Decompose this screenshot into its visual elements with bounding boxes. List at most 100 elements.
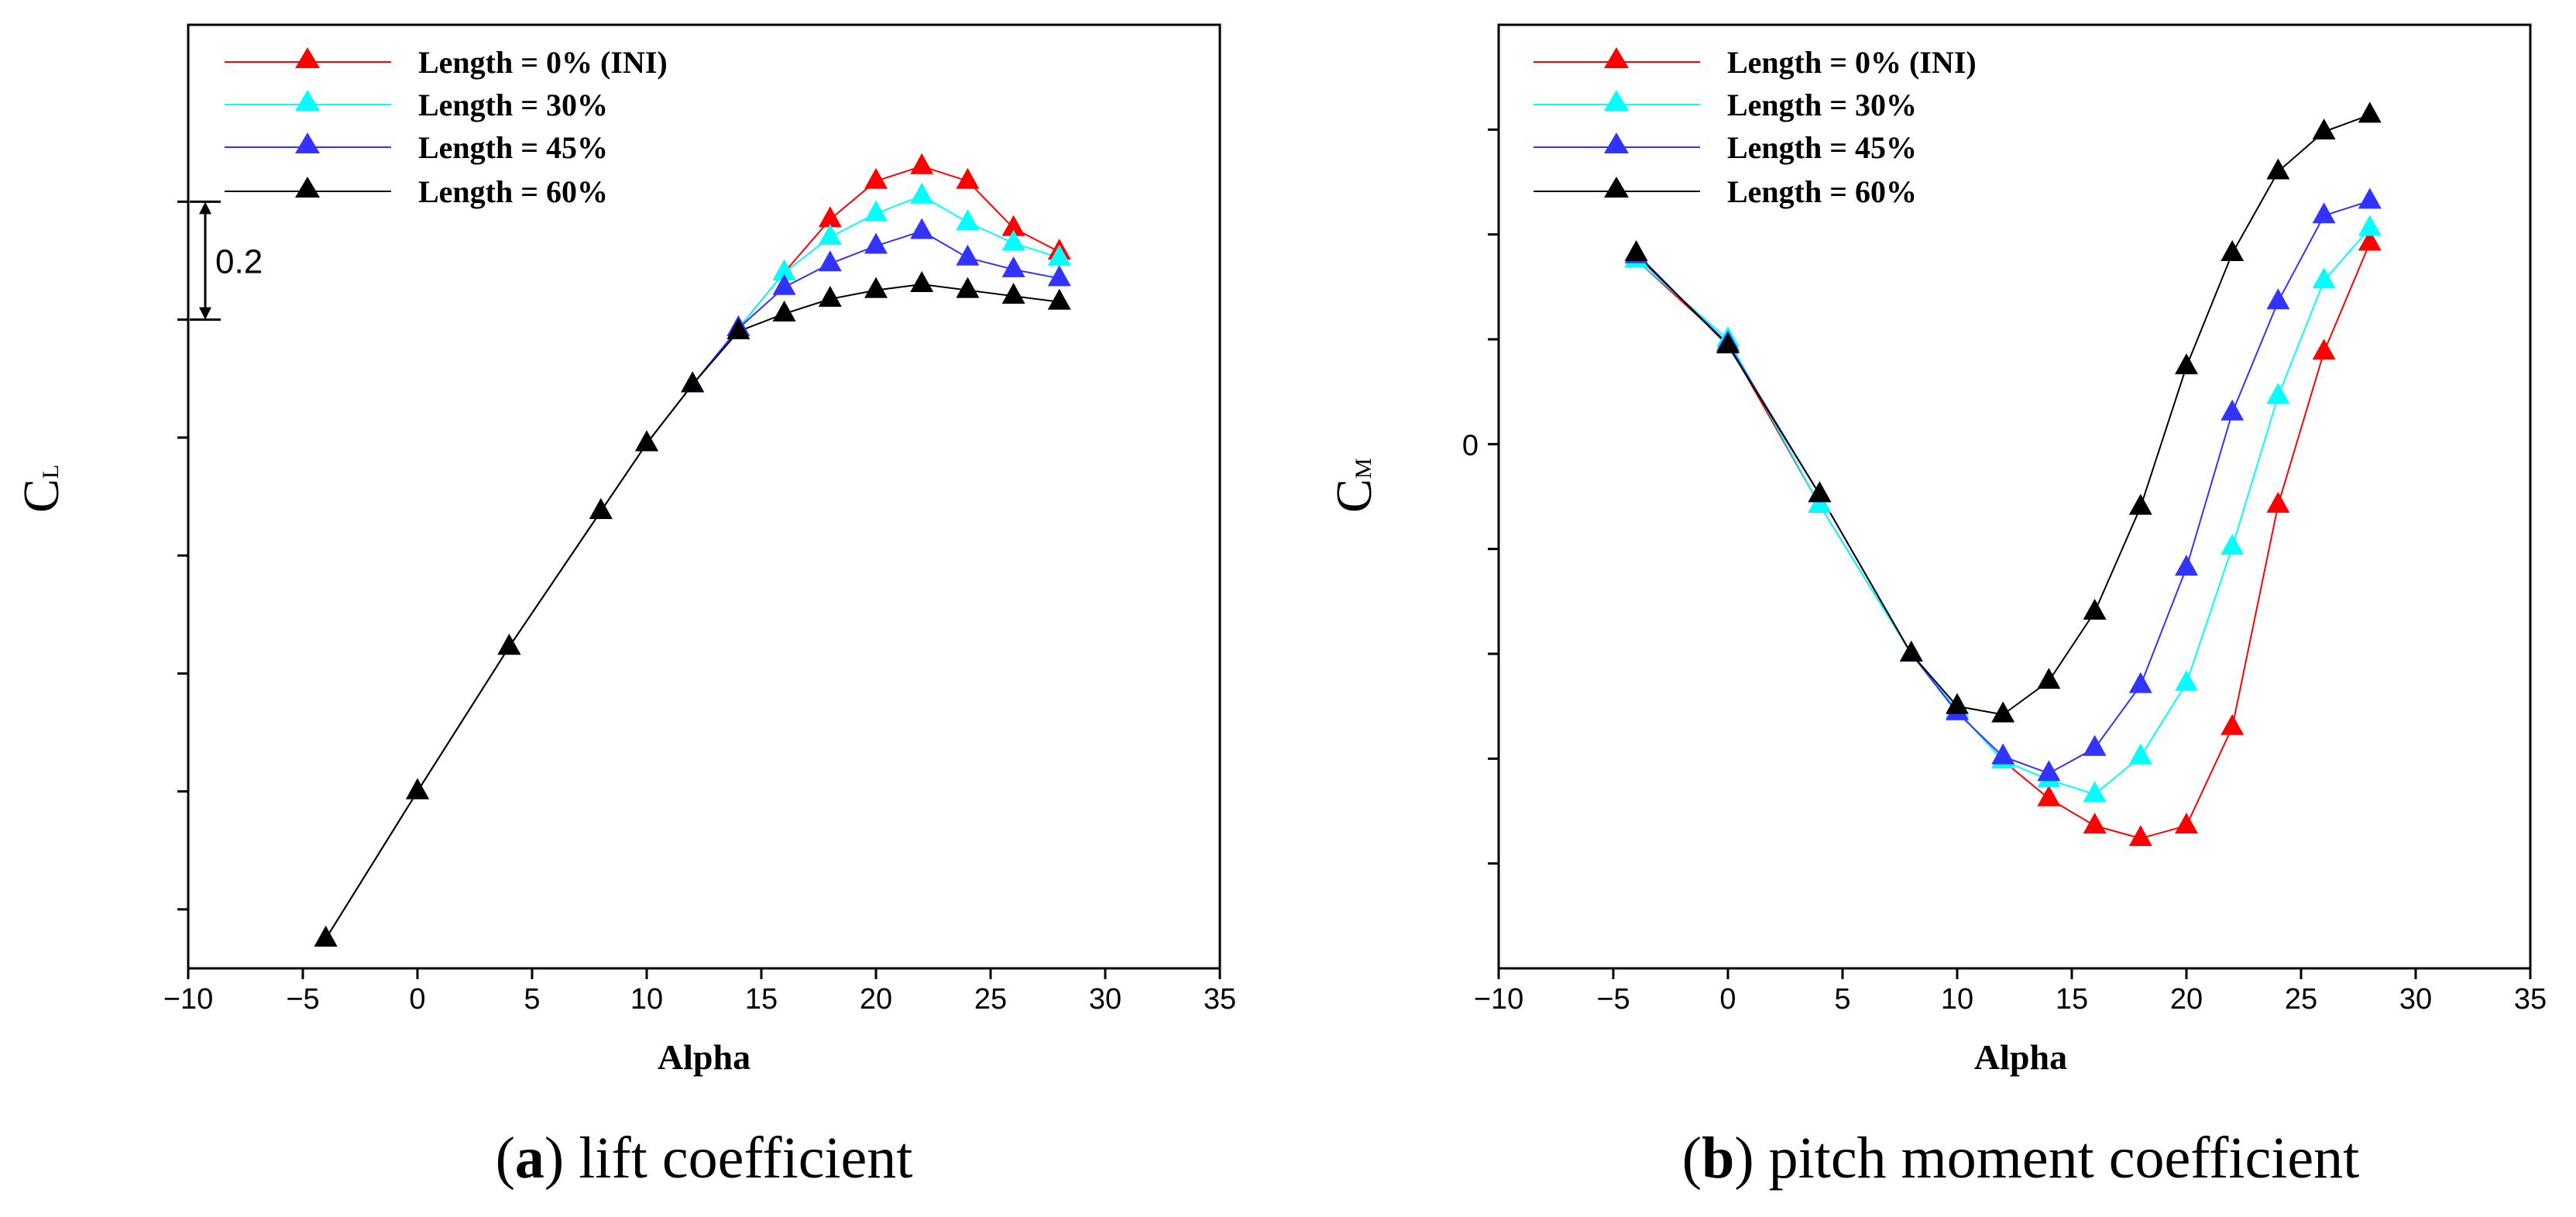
panel-b-x-tick-label-4: 10 xyxy=(1941,983,1973,1016)
panel-a-legend-entry-1: Length = 30% xyxy=(225,88,608,122)
panel-b-series-1-point-7 xyxy=(2083,781,2107,803)
panel-b-legend-label-3: Length = 60% xyxy=(1727,174,1917,209)
panel-b-series-2-point-6 xyxy=(2037,760,2061,782)
panel-a-legend-label-3: Length = 60% xyxy=(418,174,608,209)
panel-a-x-tick-label-5: 15 xyxy=(745,983,778,1016)
panel-b-caption-label: b xyxy=(1702,1126,1734,1191)
panel-a-x-tick-label-6: 20 xyxy=(860,983,892,1016)
panel-a-series-3-point-10 xyxy=(910,270,934,292)
panel-a-series-0-point-9 xyxy=(864,167,888,189)
panel-a-x-tick-label-1: −5 xyxy=(286,983,319,1016)
panel-a-series-3-point-2 xyxy=(497,634,521,655)
panel-b-x-tick-label-2: 0 xyxy=(1719,983,1736,1016)
panel-b-ylabel-sub: M xyxy=(1351,458,1376,479)
panel-b-legend-entry-2: Length = 45% xyxy=(1534,130,1917,165)
panel-a-series-0-point-8 xyxy=(818,206,842,228)
panel-b-series-2-point-5 xyxy=(1991,743,2015,765)
panel-b-x-tick-label-9: 35 xyxy=(2514,983,2547,1016)
panel-b-legend-label-1: Length = 30% xyxy=(1727,88,1917,122)
panel-a-ylabel-sub: L xyxy=(38,465,64,479)
panel-a-series-3-point-9 xyxy=(864,277,888,298)
panel-a-legend-entry-0: Length = 0% (INI) xyxy=(225,45,668,80)
panel-b-series-0-point-11 xyxy=(2266,491,2290,513)
panel-b-x-axis-title: Alpha xyxy=(1974,1037,2067,1077)
panel-a-plot-marks: −10 −5 0 5 10 15 20 25 30 35 xyxy=(163,153,1236,1016)
panel-b-legend-entry-3: Length = 60% xyxy=(1534,174,1917,209)
panel-a-series-3-point-5 xyxy=(681,371,705,393)
panel-b-x-tick-label-1: −5 xyxy=(1596,983,1630,1016)
panel-b-y-tick-label-0: 0 xyxy=(1462,429,1479,462)
panel-b-series-1-line xyxy=(1635,227,2371,796)
panel-b-series-2-point-13 xyxy=(2358,187,2382,209)
panel-b-x-tick-label-0: −10 xyxy=(1474,983,1523,1016)
panel-b-series-3-point-3 xyxy=(1899,641,1923,662)
panel-a-series-1-point-9 xyxy=(864,200,888,222)
panel-b-series-2-point-11 xyxy=(2266,288,2290,310)
panel-b-series-3-point-8 xyxy=(2128,493,2152,515)
panel-b-series-3-point-11 xyxy=(2266,158,2290,180)
panel-b-series-3-point-0 xyxy=(1624,240,1648,262)
panel-b-x-tick-label-7: 25 xyxy=(2285,983,2317,1016)
panel-a-series-3-point-4 xyxy=(635,430,658,452)
panel-a-series-3-point-3 xyxy=(589,498,613,520)
panel-b-legend-entry-0: Length = 0% (INI) xyxy=(1534,45,1977,80)
panel-b-series-0-point-10 xyxy=(2221,713,2245,735)
panel-a-y-axis-label: C L xyxy=(13,465,70,513)
panel-a-series-2-point-13 xyxy=(1047,265,1071,287)
panel-b-series-1-point-11 xyxy=(2266,383,2290,404)
panel-b-series-3-point-10 xyxy=(2221,240,2245,262)
panel-b-plot-marks: −10 −5 0 5 10 15 20 25 30 35 0 xyxy=(1462,101,2547,1016)
panel-b-legend: Length = 0% (INI) Length = 30% Length = … xyxy=(1534,45,1977,209)
panel-b-x-tick-label-8: 30 xyxy=(2399,983,2432,1016)
panel-a-caption-label: a xyxy=(515,1126,544,1191)
panel-b-series-2-point-12 xyxy=(2312,202,2336,224)
panel-b-series-1-point-13 xyxy=(2358,215,2382,236)
panel-b-series-3-point-6 xyxy=(2037,668,2061,689)
panel-b-series-1-point-9 xyxy=(2175,669,2198,691)
panel-a-scale-bar-label: 0.2 xyxy=(215,243,263,281)
panel-b-series-2-point-7 xyxy=(2083,734,2107,756)
panel-a-caption-text: lift coefficient xyxy=(579,1126,912,1191)
panel-b-x-tick-label-3: 5 xyxy=(1834,983,1850,1016)
panel-a-series-2-point-10 xyxy=(910,218,934,239)
panel-a-ylabel-main: C xyxy=(13,479,70,513)
panel-a-x-axis-title: Alpha xyxy=(658,1037,750,1077)
panel-a-series-3-point-12 xyxy=(1001,283,1025,304)
panel-a-series-1-point-11 xyxy=(956,209,980,231)
panel-a-series-2-point-9 xyxy=(864,232,888,254)
panel-b-series-0-point-7 xyxy=(2083,812,2107,834)
panel-a-series-3-point-13 xyxy=(1047,288,1071,310)
panel-b-y-axis-label: C M xyxy=(1326,458,1382,513)
panel-b-legend-label-2: Length = 45% xyxy=(1727,130,1917,165)
panel-a-legend-entry-2: Length = 45% xyxy=(225,130,608,165)
panel-b-plot-frame xyxy=(1497,23,2532,970)
panel-a-series-0-point-12 xyxy=(1001,215,1025,236)
panel-b-caption-text: pitch moment coefficient xyxy=(1769,1126,2360,1191)
panel-b-series-1-point-2 xyxy=(1808,491,1832,513)
panel-b-series-0-point-13 xyxy=(2358,229,2382,251)
panel-a-series-0-point-10 xyxy=(910,153,934,174)
panel-a-x-tick-label-8: 30 xyxy=(1089,983,1121,1016)
panel-a-series-2-point-7 xyxy=(772,273,796,295)
panel-a-legend-label-1: Length = 30% xyxy=(418,88,608,122)
panel-a-x-tick-label-0: −10 xyxy=(163,983,213,1016)
panel-b-series-1-point-8 xyxy=(2128,743,2152,765)
panel-a-scale-bar: 0.2 xyxy=(190,200,263,321)
panel-a-series-2-point-12 xyxy=(1001,256,1025,277)
panel-b-series-3-point-13 xyxy=(2358,101,2382,123)
panel-a-series-2-point-8 xyxy=(818,250,842,272)
panel-b-series-3-point-1 xyxy=(1716,332,1740,354)
panel-b-legend-label-0: Length = 0% (INI) xyxy=(1727,45,1977,80)
panel-a-series-1-point-8 xyxy=(818,224,842,246)
panel-b-series-1-point-12 xyxy=(2312,267,2336,289)
panel-b-series-2-point-8 xyxy=(2128,672,2152,693)
panel-b-series-3-point-12 xyxy=(2312,119,2336,140)
panel-a-series-3-line xyxy=(325,283,1060,940)
panel-a-plot-frame xyxy=(187,23,1221,970)
panel-b-series-3-point-4 xyxy=(1946,693,1969,714)
panel-b-x-tick-label-6: 20 xyxy=(2170,983,2203,1016)
panel-a-series-3-point-7 xyxy=(772,301,796,322)
panel-a-legend-label-0: Length = 0% (INI) xyxy=(418,45,668,80)
panel-b-series-1-point-10 xyxy=(2221,533,2245,555)
